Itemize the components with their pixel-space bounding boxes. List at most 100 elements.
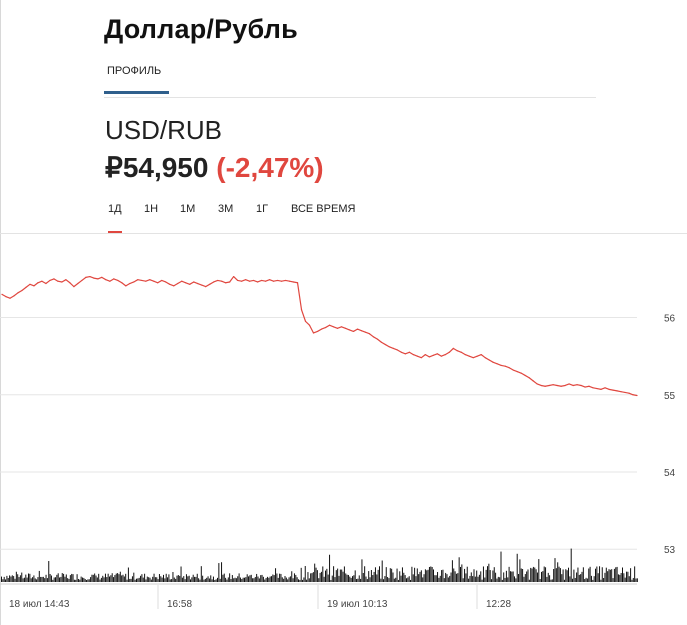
volume-bar bbox=[481, 579, 483, 582]
volume-bar bbox=[406, 578, 407, 582]
volume-bar bbox=[246, 574, 248, 582]
volume-bar bbox=[30, 578, 32, 582]
volume-bar bbox=[235, 578, 237, 582]
period-tab-1m[interactable]: 1М bbox=[180, 203, 196, 215]
volume-bar bbox=[611, 569, 613, 582]
volume-bar bbox=[470, 572, 472, 582]
volume-bar bbox=[474, 576, 476, 582]
price-point bbox=[496, 363, 498, 365]
price-point bbox=[344, 327, 347, 329]
price-point bbox=[157, 282, 159, 284]
volume-bar bbox=[142, 577, 144, 582]
volume-bar bbox=[276, 573, 278, 582]
volume-bar bbox=[99, 579, 101, 582]
volume-bar bbox=[360, 578, 362, 582]
volume-bar bbox=[391, 568, 393, 582]
price-point bbox=[528, 377, 530, 379]
volume-bar bbox=[601, 567, 603, 582]
volume-bar bbox=[403, 572, 405, 582]
price-point bbox=[352, 330, 355, 333]
price-point bbox=[424, 353, 426, 356]
period-tab-1w[interactable]: 1Н bbox=[144, 203, 159, 215]
volume-bar bbox=[69, 575, 71, 582]
volume-bar bbox=[6, 575, 8, 582]
volume-bar bbox=[88, 579, 90, 582]
price-point bbox=[320, 328, 323, 330]
volume-bar bbox=[335, 570, 337, 582]
volume-bar bbox=[376, 574, 378, 582]
price-point bbox=[580, 384, 582, 387]
price-point bbox=[412, 353, 414, 356]
volume-bar bbox=[542, 571, 544, 582]
volume-bar bbox=[90, 577, 92, 582]
volume-bar bbox=[248, 576, 250, 582]
volume-bar bbox=[296, 577, 298, 582]
price-point bbox=[101, 276, 103, 278]
volume-bar bbox=[185, 574, 187, 582]
volume-bar bbox=[206, 577, 208, 582]
period-tab-3m[interactable]: 3М bbox=[218, 203, 234, 215]
volume-bar bbox=[7, 578, 9, 582]
volume-bar bbox=[628, 576, 630, 582]
price-point bbox=[408, 351, 410, 353]
volume-bar bbox=[275, 568, 277, 582]
price-point bbox=[436, 353, 438, 355]
volume-bar bbox=[61, 573, 63, 582]
volume-bar bbox=[334, 577, 336, 582]
volume-bar bbox=[577, 567, 579, 582]
volume-bar bbox=[582, 567, 584, 582]
volume-bar bbox=[292, 578, 294, 582]
volume-bar bbox=[325, 570, 326, 582]
volume-bar bbox=[446, 574, 448, 582]
volume-bar bbox=[45, 574, 47, 582]
volume-bar bbox=[462, 578, 464, 582]
price-point bbox=[149, 279, 151, 281]
volume-bar bbox=[472, 576, 474, 582]
volume-bar bbox=[68, 578, 70, 582]
volume-bar bbox=[535, 569, 537, 582]
volume-bar bbox=[546, 576, 548, 582]
volume-bar bbox=[29, 573, 31, 582]
volume-bar bbox=[512, 571, 514, 582]
volume-bar bbox=[419, 571, 421, 582]
price-chart[interactable]: 56 55 54 53 18 июл 14:43 16:58 19 июл 10:13 12… bbox=[0, 234, 687, 625]
volume-bar bbox=[451, 560, 453, 582]
volume-bar bbox=[488, 563, 490, 582]
volume-bar bbox=[613, 568, 615, 582]
price-point bbox=[201, 284, 203, 286]
volume-bar bbox=[198, 578, 200, 582]
price-point bbox=[29, 283, 31, 285]
price-point bbox=[133, 281, 135, 283]
volume-bar bbox=[177, 575, 179, 582]
volume-bar bbox=[168, 574, 170, 582]
ticker-symbol: USD/RUB bbox=[105, 115, 223, 145]
volume-bar bbox=[424, 569, 426, 582]
volume-bar bbox=[280, 573, 282, 582]
volume-bar bbox=[222, 574, 224, 582]
volume-bar bbox=[346, 574, 348, 582]
volume-bar bbox=[581, 571, 583, 582]
volume-bar bbox=[242, 577, 244, 582]
volume-bar bbox=[82, 577, 83, 582]
price-point bbox=[568, 383, 570, 385]
price-point bbox=[332, 326, 335, 328]
x-axis: 18 июл 14:43 16:58 19 июл 10:13 12:28 bbox=[0, 583, 637, 610]
y-tick-55: 55 bbox=[664, 391, 676, 402]
price-point bbox=[65, 279, 67, 281]
volume-bar bbox=[338, 575, 340, 582]
volume-bar bbox=[100, 577, 102, 582]
volume-bar bbox=[592, 579, 594, 582]
volume-bar bbox=[138, 577, 140, 582]
period-tab-all-time[interactable]: ВСЕ ВРЕМЯ bbox=[291, 203, 356, 215]
period-tab-1y[interactable]: 1Г bbox=[256, 203, 269, 215]
volume-bar bbox=[180, 566, 182, 582]
volume-bar bbox=[377, 569, 379, 582]
volume-bar bbox=[36, 579, 38, 582]
volume-bar bbox=[252, 578, 254, 582]
price-point bbox=[456, 350, 458, 352]
volume-bar bbox=[194, 576, 196, 582]
price-point bbox=[193, 281, 195, 283]
volume-bar bbox=[608, 569, 610, 582]
tab-profile[interactable]: ПРОФИЛЬ bbox=[104, 60, 169, 94]
period-tab-1d[interactable]: 1Д bbox=[108, 200, 122, 233]
